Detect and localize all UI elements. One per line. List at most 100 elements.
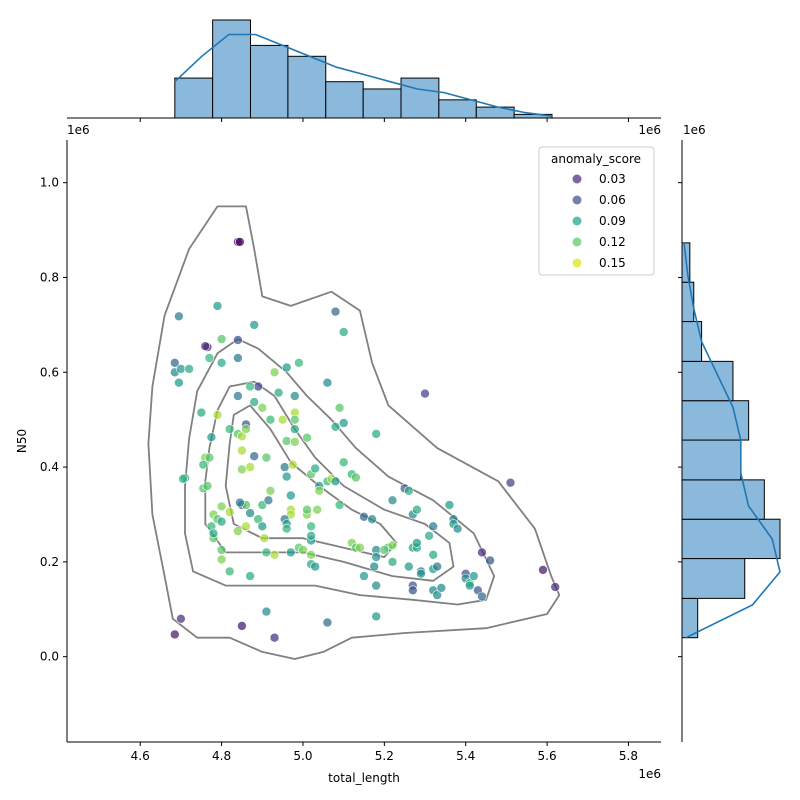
legend-marker bbox=[572, 258, 582, 268]
scatter-point bbox=[432, 590, 443, 600]
scatter-point bbox=[477, 591, 487, 602]
scatter-point bbox=[369, 561, 380, 572]
scatter-point bbox=[241, 424, 251, 434]
scatter-point bbox=[330, 476, 341, 487]
y-tick-label: 0.8 bbox=[40, 270, 59, 284]
scatter-point bbox=[261, 606, 272, 617]
scatter-point bbox=[420, 388, 430, 399]
scatter-point bbox=[432, 561, 443, 572]
scatter-point bbox=[178, 474, 188, 484]
legend-marker bbox=[572, 195, 582, 205]
legend-label: 0.09 bbox=[599, 214, 626, 228]
scatter-point bbox=[224, 507, 235, 517]
y-hist-bar bbox=[681, 360, 734, 402]
y-hist-bar bbox=[681, 558, 746, 599]
scatter-point bbox=[176, 364, 186, 374]
main-scatter-plot: 4.6 4.8 5.0 5.2 5.4 5.6 5.8 0.0 0.2 0.4 0.6 0.8 1.0 bbox=[40, 140, 661, 763]
scatter-point bbox=[237, 621, 247, 631]
legend-label: 0.12 bbox=[599, 235, 626, 249]
x-hist-bar bbox=[174, 77, 214, 119]
scatter-point bbox=[403, 561, 414, 572]
scatter-point bbox=[216, 516, 227, 527]
scatter-point bbox=[269, 632, 280, 643]
scatter-point bbox=[245, 462, 255, 472]
scatter-point bbox=[351, 472, 361, 483]
y-tick-label: 0.6 bbox=[40, 365, 59, 379]
scatter-point bbox=[261, 452, 272, 463]
scatter-point bbox=[281, 523, 292, 534]
scatter-point bbox=[452, 523, 463, 534]
scatter-point bbox=[387, 540, 398, 551]
scatter-points bbox=[170, 237, 561, 643]
y-hist-bar bbox=[681, 479, 765, 520]
scatter-point bbox=[338, 327, 349, 337]
scatter-point bbox=[306, 530, 316, 541]
scatter-point bbox=[208, 528, 219, 539]
scatter-point bbox=[257, 402, 268, 413]
x-tick-label: 5.0 bbox=[293, 749, 312, 763]
legend-label: 0.15 bbox=[599, 256, 626, 270]
scatter-point bbox=[428, 521, 439, 532]
y-tick-label: 0.2 bbox=[40, 555, 59, 569]
scatter-point bbox=[216, 334, 227, 344]
scatter-point bbox=[233, 335, 243, 345]
x-tick-label: 4.8 bbox=[212, 749, 231, 763]
kde-contour-level-1 bbox=[147, 205, 561, 660]
scatter-point bbox=[379, 545, 390, 555]
scatter-point bbox=[198, 459, 209, 470]
y-hist-bar bbox=[681, 597, 699, 639]
y-tick-label: 1.0 bbox=[40, 176, 59, 190]
scatter-point bbox=[265, 414, 276, 425]
scatter-point bbox=[265, 485, 276, 496]
scatter-point bbox=[170, 629, 180, 640]
scatter-point bbox=[330, 306, 341, 317]
scatter-point bbox=[263, 495, 274, 506]
scatter-point bbox=[174, 377, 184, 388]
x-hist-bar bbox=[362, 88, 402, 119]
scatter-point bbox=[253, 514, 264, 525]
scatter-point bbox=[204, 353, 215, 363]
legend-marker bbox=[572, 237, 582, 247]
scatter-point bbox=[196, 407, 207, 418]
scatter-point bbox=[216, 554, 227, 565]
scatter-point bbox=[387, 495, 398, 506]
scatter-point bbox=[436, 583, 447, 593]
scatter-point bbox=[371, 611, 382, 622]
scatter-point bbox=[281, 436, 292, 446]
scatter-point bbox=[216, 501, 227, 512]
x-kde-line bbox=[174, 33, 553, 117]
scatter-point bbox=[233, 353, 243, 363]
scatter-point bbox=[468, 571, 479, 581]
scatter-point bbox=[407, 585, 418, 596]
legend-title: anomaly_score bbox=[551, 152, 641, 166]
scatter-point bbox=[200, 341, 211, 352]
scatter-point bbox=[273, 387, 284, 398]
scatter-point bbox=[550, 582, 561, 592]
scatter-point bbox=[289, 414, 300, 425]
scatter-point bbox=[237, 464, 247, 475]
scatter-point bbox=[428, 549, 439, 560]
scatter-point bbox=[359, 511, 369, 522]
scatter-point bbox=[204, 452, 215, 463]
scatter-point bbox=[174, 311, 184, 322]
scatter-point bbox=[289, 391, 300, 401]
scatter-point bbox=[235, 497, 245, 508]
scatter-point bbox=[289, 424, 300, 434]
scatter-point bbox=[245, 381, 255, 392]
scatter-point bbox=[269, 549, 280, 560]
scatter-point bbox=[259, 533, 270, 544]
scatter-point bbox=[322, 617, 333, 628]
x-hist-bar bbox=[438, 99, 477, 119]
scatter-point bbox=[206, 432, 217, 443]
x-tick-label: 5.2 bbox=[375, 749, 394, 763]
y-axis-label: N50 bbox=[15, 429, 29, 453]
scatter-point bbox=[334, 402, 345, 413]
y-tick-label: 0.0 bbox=[40, 650, 59, 664]
scatter-point bbox=[298, 545, 308, 555]
y-hist-bar bbox=[681, 518, 781, 560]
scatter-point bbox=[237, 431, 247, 442]
scatter-point bbox=[285, 490, 296, 501]
scatter-point bbox=[310, 463, 321, 474]
scatter-point bbox=[424, 530, 434, 541]
